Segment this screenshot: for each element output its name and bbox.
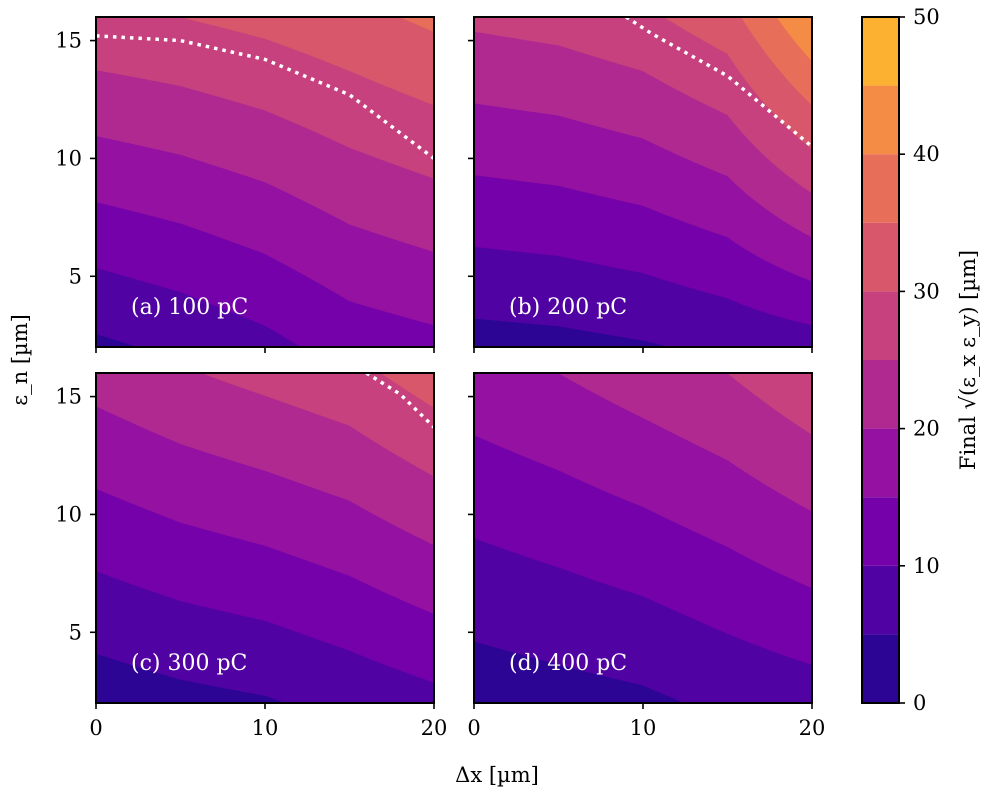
contour-band-20-25 (557, 373, 812, 512)
colorbar-band-35-40 (862, 154, 899, 223)
colorbar-tick-label: 20 (913, 417, 940, 441)
colorbar-band-0-5 (862, 634, 899, 703)
contour-fills (474, 17, 812, 347)
dotted-contour-line (625, 17, 812, 148)
panel-d: (d) 400 pC 0 10 20 (467, 372, 826, 740)
contour-fills (474, 373, 812, 703)
colorbar-tick-label: 50 (913, 5, 940, 29)
colorbar-band-10-15 (862, 497, 899, 566)
panel-label: (a) 100 pC (131, 295, 248, 320)
contour-band-25-30 (474, 17, 812, 194)
contour-band-25-30 (200, 373, 434, 477)
contour-band-25-30 (726, 373, 812, 435)
y-tick-label: 10 (55, 146, 82, 170)
colorbar-band-25-30 (862, 291, 899, 360)
panel-label: (c) 300 pC (131, 651, 247, 676)
dotted-contour-line (365, 373, 434, 429)
contour-fills (96, 373, 434, 703)
panel-label: (d) 400 pC (509, 651, 627, 676)
colorbar: 0 10 20 30 40 50 Final √(ε_x ε_y) [µm] (861, 5, 980, 715)
colorbar-band-45-50 (862, 17, 899, 86)
contour-band-30-35 (663, 17, 812, 150)
colorbar-band-15-20 (862, 428, 899, 498)
x-tick-label: 0 (467, 716, 480, 740)
colorbar-tick-label: 0 (913, 691, 926, 715)
contour-band-30-35 (178, 17, 434, 106)
contour-fills (96, 17, 434, 347)
colorbar-title: Final √(ε_x ε_y) [µm] (956, 250, 980, 470)
contour-band-35-40 (741, 17, 812, 106)
y-tick-label: 10 (55, 502, 82, 526)
y-tick-label: 5 (69, 264, 82, 288)
colorbar-band-20-25 (862, 360, 899, 429)
x-tick-label: 0 (89, 716, 102, 740)
colorbar-tick-label: 40 (913, 142, 940, 166)
colorbar-tick-label: 10 (913, 554, 940, 578)
y-tick-label: 15 (55, 385, 82, 409)
x-tick-label: 20 (799, 716, 826, 740)
colorbar-tick-label: 30 (913, 279, 940, 303)
contour-band-45-50 (811, 17, 812, 18)
dotted-contour-line (96, 34, 434, 160)
y-tick-label: 15 (55, 29, 82, 53)
y-tick-label: 5 (69, 620, 82, 644)
y-axis-title: ε_n [µm] (8, 314, 32, 406)
panel-b: (b) 200 pC (468, 16, 813, 353)
contour-band-40-45 (776, 17, 812, 62)
x-tick-label: 10 (630, 716, 657, 740)
panel-a: (a) 100 pC 5 10 15 (55, 16, 435, 353)
contour-band-35-40 (399, 17, 434, 32)
x-tick-label: 10 (252, 716, 279, 740)
x-tick-label: 20 (421, 716, 448, 740)
x-axis-title: Δx [µm] (455, 763, 539, 787)
panel-label: (b) 200 pC (509, 295, 627, 320)
colorbar-band-5-10 (862, 565, 899, 635)
colorbar-band-30-35 (862, 222, 899, 292)
contour-band-30-35 (380, 373, 434, 408)
colorbar-band-40-45 (862, 85, 899, 155)
colorbar-frame (861, 16, 900, 704)
panel-c: (c) 300 pC 0 10 20 5 10 15 (55, 372, 448, 740)
